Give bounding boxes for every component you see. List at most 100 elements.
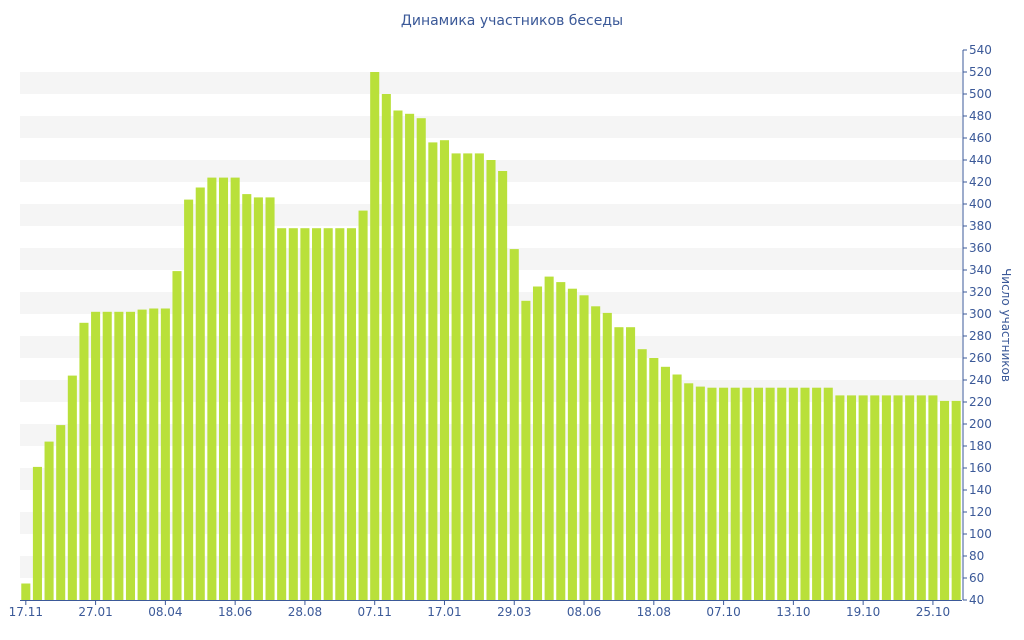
bar — [358, 210, 368, 600]
bar — [893, 395, 903, 600]
bar — [498, 171, 508, 600]
bar — [928, 395, 938, 600]
y-tick-label: 360 — [969, 241, 992, 255]
bar — [730, 387, 740, 600]
y-tick-label: 320 — [969, 285, 992, 299]
bar — [614, 327, 624, 600]
bar — [102, 311, 112, 600]
bar — [846, 395, 857, 600]
bar — [56, 425, 66, 600]
x-tick-label: 27.01 — [78, 605, 112, 619]
x-tick-label: 07.10 — [706, 605, 740, 619]
bar — [312, 228, 322, 600]
bar — [125, 311, 136, 600]
y-tick-label: 120 — [969, 505, 992, 519]
bar — [567, 288, 577, 600]
grid-band — [20, 116, 962, 138]
bar — [788, 387, 798, 600]
y-tick-label: 200 — [969, 417, 992, 431]
x-tick-label: 07.11 — [358, 605, 392, 619]
bar — [230, 177, 240, 600]
grid-band — [20, 72, 962, 94]
bar — [253, 197, 263, 600]
bar — [207, 177, 217, 600]
y-tick-label: 440 — [969, 153, 992, 167]
y-tick-label: 240 — [969, 373, 992, 387]
bar — [416, 118, 426, 600]
x-tick-label: 28.08 — [288, 605, 322, 619]
bar — [474, 153, 484, 600]
bar — [672, 374, 682, 600]
bar — [684, 383, 694, 600]
bar — [439, 140, 450, 600]
y-tick-label: 160 — [969, 461, 992, 475]
bar — [265, 197, 275, 600]
chart-title: Динамика участников беседы — [400, 13, 624, 29]
bar — [521, 300, 531, 600]
bar — [67, 375, 77, 600]
bar — [765, 387, 775, 600]
bar — [149, 308, 159, 600]
y-tick-label: 300 — [969, 307, 992, 321]
bar — [428, 142, 438, 600]
y-tick-label: 380 — [969, 219, 992, 233]
bar — [707, 387, 717, 600]
bar — [91, 311, 101, 600]
x-tick-label: 19.10 — [846, 605, 880, 619]
bar — [300, 228, 310, 600]
bar — [184, 199, 194, 600]
y-axis-title: Число участников — [999, 268, 1013, 382]
y-tick-label: 260 — [969, 351, 992, 365]
y-tick-label: 220 — [969, 395, 992, 409]
y-tick-label: 500 — [969, 87, 992, 101]
bar — [544, 276, 554, 600]
bar — [719, 387, 729, 600]
bar — [951, 400, 961, 600]
bar — [940, 400, 950, 600]
y-tick-label: 100 — [969, 527, 992, 541]
bar — [44, 441, 54, 600]
y-tick-label: 180 — [969, 439, 992, 453]
bar — [137, 309, 147, 600]
y-tick-label: 480 — [969, 109, 992, 123]
bar — [21, 583, 31, 600]
bar — [532, 286, 543, 600]
bar — [858, 395, 868, 600]
bar — [463, 153, 473, 600]
bar — [114, 311, 124, 600]
bar — [916, 395, 926, 600]
bar — [777, 387, 787, 600]
bar — [556, 282, 566, 600]
bar — [626, 327, 636, 600]
y-tick-label: 140 — [969, 483, 992, 497]
bar — [835, 395, 845, 600]
bar — [451, 153, 461, 600]
bar — [346, 228, 356, 600]
y-tick-label: 280 — [969, 329, 992, 343]
bar — [591, 306, 601, 600]
bar — [172, 271, 182, 600]
x-tick-label: 08.04 — [148, 605, 182, 619]
x-tick-label: 18.06 — [218, 605, 252, 619]
bar — [753, 387, 764, 600]
y-tick-label: 420 — [969, 175, 992, 189]
bar — [800, 387, 810, 600]
x-tick-label: 25.10 — [916, 605, 950, 619]
x-tick-label: 13.10 — [776, 605, 810, 619]
x-tick-label: 17.01 — [427, 605, 461, 619]
y-tick-label: 340 — [969, 263, 992, 277]
bar — [660, 366, 670, 600]
bar — [32, 466, 42, 600]
x-tick-label: 18.08 — [637, 605, 671, 619]
bar — [823, 387, 833, 600]
x-tick-label: 29.03 — [497, 605, 531, 619]
bar — [602, 312, 612, 600]
bar — [812, 387, 822, 600]
bar — [881, 395, 891, 600]
y-tick-label: 40 — [969, 593, 984, 607]
bar — [905, 395, 915, 600]
bar — [218, 177, 229, 600]
bar — [579, 295, 589, 600]
